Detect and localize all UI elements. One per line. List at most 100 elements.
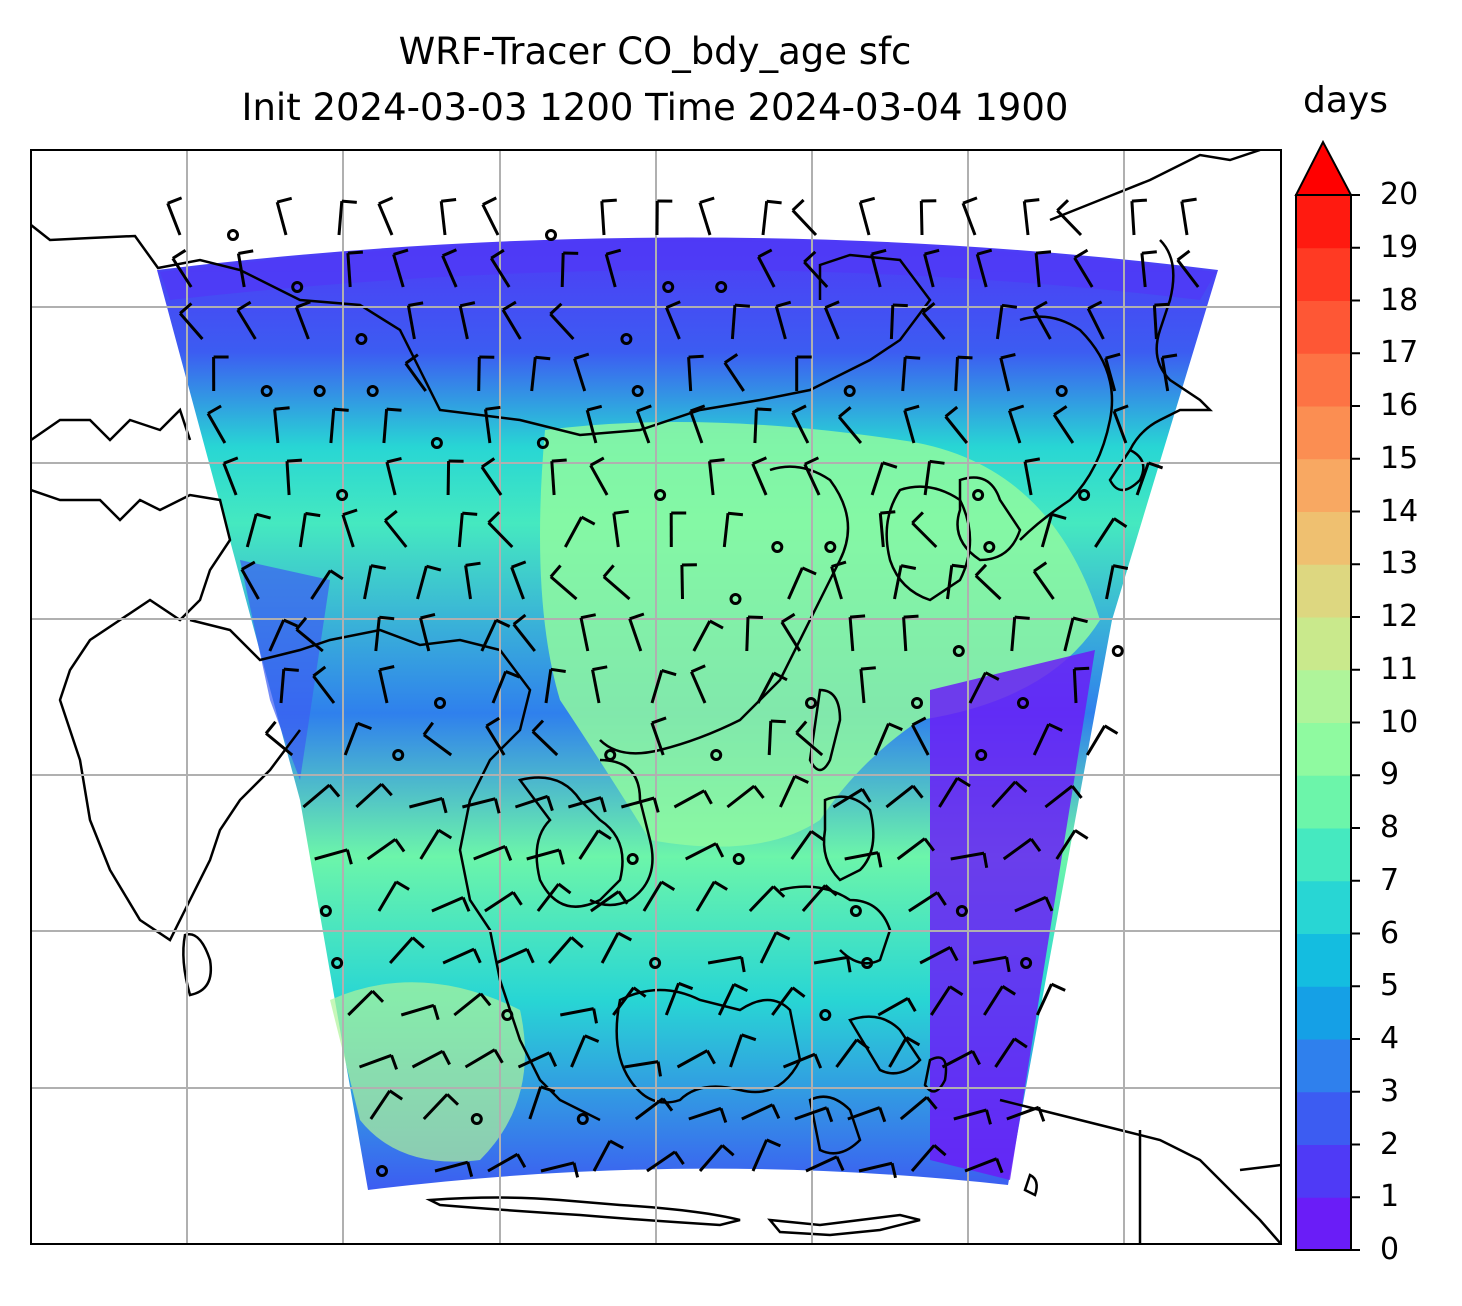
- wind-barb: [567, 796, 607, 813]
- wind-barb: [972, 489, 985, 501]
- wind-barb: [930, 985, 964, 1016]
- colorbar-segment: [1296, 880, 1351, 934]
- wind-barb: [824, 541, 837, 553]
- wind-barb: [487, 511, 514, 549]
- wind-barb: [635, 404, 652, 444]
- wind-barb: [337, 199, 357, 236]
- wind-barb: [921, 302, 946, 340]
- colorbar-tick-label: 17: [1380, 335, 1419, 371]
- wind-barb: [355, 333, 368, 345]
- wind-barb: [919, 199, 937, 236]
- wind-barb: [1072, 666, 1090, 704]
- wind-barb: [526, 848, 565, 865]
- wind-barb: [222, 456, 239, 496]
- wind-barb: [268, 618, 299, 652]
- wind-barb: [729, 593, 742, 605]
- wind-barb: [419, 612, 436, 652]
- wind-barb: [531, 719, 559, 757]
- wind-barb: [972, 955, 1011, 973]
- wind-barb: [695, 880, 728, 912]
- colorbar-segment: [1296, 511, 1351, 565]
- wind-barb: [347, 990, 385, 1017]
- wind-barb: [585, 404, 603, 444]
- wind-barb: [676, 1049, 716, 1069]
- wind-barb: [536, 437, 549, 449]
- wind-barb: [376, 1165, 388, 1177]
- colorbar-segment: [1296, 669, 1351, 723]
- wind-barb: [477, 355, 495, 392]
- wind-barb: [910, 1144, 947, 1172]
- colorbar-segment: [1296, 458, 1351, 512]
- wind-barb: [717, 982, 749, 1016]
- wind-barb: [621, 796, 660, 813]
- wind-barb: [1130, 198, 1147, 236]
- wind-barb: [662, 281, 675, 293]
- wind-barb: [896, 837, 935, 861]
- wind-barb: [664, 981, 694, 1016]
- wind-barb: [710, 749, 723, 761]
- colorbar-tick-label: 14: [1380, 493, 1419, 529]
- wind-barb: [355, 782, 393, 809]
- wind-barb: [346, 250, 363, 288]
- wind-barb: [1056, 199, 1083, 237]
- wind-barb: [592, 1139, 624, 1172]
- wind-barb: [1002, 837, 1042, 861]
- colorbar-tick-label: 20: [1380, 177, 1419, 212]
- wind-barb: [690, 664, 707, 704]
- wind-barb: [803, 456, 821, 496]
- wind-barb: [847, 1106, 887, 1123]
- wind-barb: [650, 716, 667, 756]
- wind-barb: [573, 352, 590, 392]
- wind-barb: [995, 303, 1018, 340]
- wind-barb: [434, 697, 446, 709]
- wind-barb: [501, 1009, 514, 1021]
- wind-barb: [1105, 564, 1129, 600]
- wind-barb: [1152, 302, 1170, 340]
- wind-barb: [236, 249, 254, 288]
- field-region-south-old: [330, 982, 525, 1162]
- wind-barb: [171, 249, 193, 288]
- wind-barb: [485, 716, 506, 756]
- wind-barb: [968, 671, 1000, 704]
- wind-barb: [1086, 300, 1105, 340]
- wind-barb: [628, 612, 645, 652]
- wind-barb: [1032, 561, 1055, 600]
- wind-barb: [983, 985, 1016, 1016]
- wind-barb: [264, 720, 294, 757]
- wind-barb: [767, 719, 786, 756]
- wind-barb: [366, 838, 406, 861]
- wind-barb: [848, 614, 866, 652]
- wind-barb: [341, 508, 358, 548]
- wind-barb: [654, 489, 667, 501]
- wind-barb: [604, 248, 622, 288]
- wind-barb: [803, 250, 829, 289]
- wind-barb: [1104, 352, 1121, 392]
- wind-barb: [383, 509, 408, 548]
- colorbar-tick-label: 6: [1380, 915, 1400, 951]
- wind-barb: [805, 697, 817, 709]
- wind-barb: [805, 1155, 845, 1173]
- wind-barb: [655, 199, 673, 236]
- wind-barb: [495, 947, 535, 965]
- wind-barb: [285, 458, 303, 496]
- colorbar-segment: [1296, 986, 1351, 1040]
- wind-barb: [392, 749, 405, 761]
- wind-barb: [923, 459, 945, 496]
- wind-barb: [458, 301, 476, 340]
- wind-barb: [366, 385, 379, 397]
- wind-barb: [908, 891, 947, 913]
- wind-barb: [1023, 457, 1041, 496]
- colorbar-segment: [1296, 722, 1351, 776]
- wind-barb: [858, 1161, 897, 1179]
- wind-barb: [377, 880, 410, 912]
- wind-barb: [517, 1051, 558, 1069]
- wind-barb: [547, 936, 584, 964]
- wind-barb: [1020, 957, 1033, 969]
- wind-barb: [730, 303, 751, 340]
- wind-barb: [491, 670, 521, 704]
- wind-barb: [953, 1108, 992, 1125]
- wind-barb: [1078, 489, 1091, 501]
- colorbar-tick-label: 10: [1380, 704, 1419, 740]
